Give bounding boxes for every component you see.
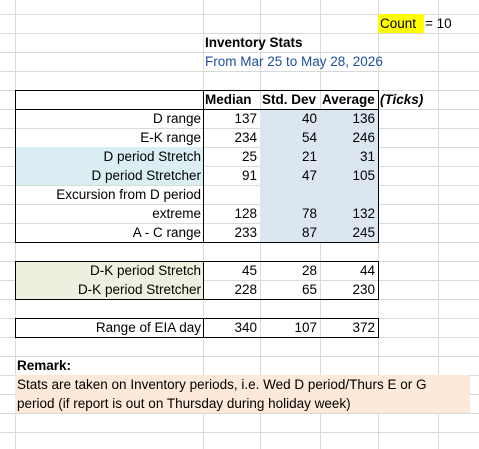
cell-value: 78 — [301, 206, 317, 221]
table-border — [15, 90, 204, 243]
grid-line — [0, 14, 479, 15]
grid-line — [0, 432, 479, 433]
row-label: D-K period Stretch — [89, 263, 201, 278]
grid-line — [0, 128, 479, 129]
row-label: Excursion from D period — [56, 187, 201, 202]
count-label: Count — [380, 16, 417, 31]
grid-line — [0, 223, 479, 224]
remark-text: period (if report is out on Thursday dur… — [17, 396, 351, 411]
cell-value: 25 — [241, 149, 257, 164]
cell-fill — [15, 261, 203, 299]
table-border — [15, 318, 204, 338]
column-header: Average — [322, 92, 375, 107]
row-label: D-K period Stretcher — [77, 282, 201, 297]
row-label: Range of EIA day — [95, 320, 201, 335]
cell-fill — [15, 375, 470, 413]
row-label: A - C range — [132, 225, 201, 240]
grid-line — [438, 0, 439, 449]
cell-value: 31 — [359, 149, 375, 164]
cell-value: 44 — [359, 263, 375, 278]
grid-line — [0, 71, 479, 72]
grid-line — [0, 185, 479, 186]
row-label: D period Stretch — [103, 149, 201, 164]
cell-value: 105 — [352, 168, 375, 183]
grid-line — [0, 52, 479, 53]
cell-value: 228 — [234, 282, 257, 297]
column-header: Std. Dev — [262, 92, 317, 107]
table-border — [15, 261, 204, 300]
title: Inventory Stats — [205, 35, 303, 50]
cell-fill — [15, 147, 203, 185]
cell-value: 245 — [352, 225, 375, 240]
grid-line — [0, 166, 479, 167]
grid-line — [0, 280, 479, 281]
cell-fill — [378, 14, 424, 33]
subtitle: From Mar 25 to May 28, 2026 — [205, 54, 383, 69]
cell-value: 40 — [301, 111, 317, 126]
unit-label: (Ticks) — [380, 92, 424, 107]
remark-text: Stats are taken on Inventory periods, i.… — [17, 377, 427, 392]
cell-value: 137 — [234, 111, 257, 126]
row-label: D range — [152, 111, 201, 126]
grid-line — [0, 204, 479, 205]
cell-value: 136 — [352, 111, 375, 126]
cell-value: 28 — [301, 263, 317, 278]
cell-value: 132 — [352, 206, 375, 221]
cell-value: 21 — [301, 149, 317, 164]
cell-fill — [260, 109, 378, 242]
cell-value: 246 — [352, 130, 375, 145]
cell-value: 233 — [234, 225, 257, 240]
cell-value: 87 — [301, 225, 317, 240]
row-label: D period Stretcher — [91, 168, 201, 183]
grid-line — [0, 356, 479, 357]
grid-line — [0, 33, 479, 34]
count-value: = 10 — [425, 16, 452, 31]
table-border — [15, 90, 379, 110]
cell-value: 65 — [301, 282, 317, 297]
remark-title: Remark: — [17, 358, 72, 373]
cell-value: 128 — [234, 206, 257, 221]
row-label: extreme — [152, 206, 201, 221]
row-label: E-K range — [140, 130, 201, 145]
cell-value: 234 — [234, 130, 257, 145]
cell-value: 372 — [352, 320, 375, 335]
column-header: Median — [205, 92, 252, 107]
cell-value: 45 — [241, 263, 257, 278]
cell-value: 47 — [301, 168, 317, 183]
cell-value: 91 — [241, 168, 257, 183]
cell-value: 107 — [294, 320, 317, 335]
cell-value: 54 — [301, 130, 317, 145]
grid-line — [0, 147, 479, 148]
cell-value: 340 — [234, 320, 257, 335]
cell-value: 230 — [352, 282, 375, 297]
grid-line — [0, 413, 479, 414]
